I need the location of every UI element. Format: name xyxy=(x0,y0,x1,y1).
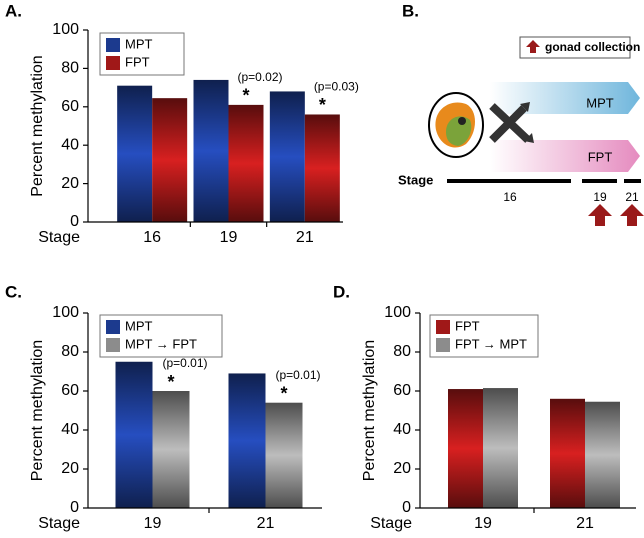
stage-label: Stage xyxy=(398,172,433,187)
cross-head xyxy=(520,102,530,112)
y-axis-title: Percent methylation xyxy=(29,55,46,196)
bar xyxy=(152,98,188,222)
arrow-lower xyxy=(490,140,640,172)
bar xyxy=(228,104,264,222)
legend-label: MPT → FPT xyxy=(125,336,197,351)
legend-swatch xyxy=(106,38,120,52)
y-tick-label: 100 xyxy=(52,21,79,38)
bar xyxy=(269,91,305,222)
bar xyxy=(585,401,620,508)
significance: * xyxy=(242,86,249,106)
y-tick-label: 60 xyxy=(61,98,79,115)
cross-head xyxy=(524,133,534,143)
y-tick-label: 0 xyxy=(70,499,79,516)
cross xyxy=(489,103,531,143)
significance: * xyxy=(167,372,174,392)
legend-swatch xyxy=(106,338,120,352)
chart: D. Percent methylation 0 20 40 60 80 100 19 21 Sta… xyxy=(333,282,636,532)
panel-label: C. xyxy=(5,282,22,301)
bar xyxy=(117,85,153,223)
stage: 21 xyxy=(625,190,639,204)
y-tick-label: 80 xyxy=(393,343,411,360)
x-tick-label: 21 xyxy=(296,229,314,246)
bar xyxy=(448,389,483,508)
y-tick-label: 40 xyxy=(61,136,79,153)
significance: * xyxy=(280,383,287,403)
legend-text: gonad collection xyxy=(545,40,640,54)
stage: 16 xyxy=(503,190,517,204)
annotation: (p=0.03) xyxy=(314,80,359,94)
chart: A. Percent methylation 0 20 40 60 80 100 16 19 21 S… xyxy=(5,1,359,246)
y-axis-title: Percent methylation xyxy=(361,340,378,481)
x-axis-title: Stage xyxy=(38,515,80,532)
bar xyxy=(304,114,340,222)
arrow-upper xyxy=(490,82,640,114)
x-tick-label: 19 xyxy=(474,515,492,532)
y-tick-label: 20 xyxy=(393,460,411,477)
legend-box xyxy=(519,36,631,59)
annotation: (p=0.01) xyxy=(275,368,320,382)
y-tick-label: 80 xyxy=(61,60,79,77)
arrow-label: FPT xyxy=(588,149,613,164)
y-tick-label: 40 xyxy=(393,421,411,438)
y-tick-label: 60 xyxy=(61,382,79,399)
legend-swatch xyxy=(106,320,120,334)
bar xyxy=(265,402,303,508)
y-tick-label: 20 xyxy=(61,175,79,192)
diagram: B. gonad collection MPT FPT Stage 16 19 … xyxy=(398,1,644,226)
annotation: (p=0.01) xyxy=(162,356,207,370)
legend-swatch xyxy=(106,56,120,70)
x-tick-label: 16 xyxy=(143,229,161,246)
panel-label: B. xyxy=(402,1,419,20)
legend-box xyxy=(99,314,223,358)
bar xyxy=(550,398,585,508)
panel-label: D. xyxy=(333,282,350,301)
collection-arrow xyxy=(588,204,612,226)
collection-arrow xyxy=(620,204,644,226)
x-tick-label: 19 xyxy=(144,515,162,532)
legend-arrow xyxy=(526,40,540,53)
legend-swatch xyxy=(436,320,450,334)
y-tick-label: 100 xyxy=(52,304,79,321)
bar xyxy=(483,388,518,508)
y-tick-label: 0 xyxy=(70,213,79,230)
legend-swatch xyxy=(436,338,450,352)
significance: * xyxy=(319,95,326,115)
legend-label: MPT xyxy=(125,318,153,333)
y-axis-title: Percent methylation xyxy=(29,340,46,481)
legend-label: FPT → MPT xyxy=(455,336,527,351)
embryo-eye xyxy=(458,117,466,125)
x-axis-title: Stage xyxy=(38,229,80,246)
legend-label: MPT xyxy=(125,36,153,51)
y-tick-label: 40 xyxy=(61,421,79,438)
chart: C. Percent methylation 0 20 40 60 80 100 19 21 Sta… xyxy=(5,282,322,532)
y-tick-label: 60 xyxy=(393,382,411,399)
panel-label: A. xyxy=(5,1,22,20)
arrow-label: MPT xyxy=(586,95,614,110)
bar xyxy=(152,391,190,508)
y-tick-label: 0 xyxy=(402,499,411,516)
y-tick-label: 20 xyxy=(61,460,79,477)
x-axis-title: Stage xyxy=(370,515,412,532)
legend-label: FPT xyxy=(125,54,150,69)
legend-label: FPT xyxy=(455,318,480,333)
embryo-body xyxy=(446,116,472,146)
annotation: (p=0.02) xyxy=(237,70,282,84)
bar xyxy=(228,373,266,508)
bar xyxy=(115,361,153,508)
x-tick-label: 21 xyxy=(257,515,275,532)
bar xyxy=(193,79,229,222)
y-tick-label: 100 xyxy=(384,304,411,321)
y-tick-label: 80 xyxy=(61,343,79,360)
stage: 19 xyxy=(593,190,607,204)
x-tick-label: 21 xyxy=(576,515,594,532)
x-tick-label: 19 xyxy=(220,229,238,246)
